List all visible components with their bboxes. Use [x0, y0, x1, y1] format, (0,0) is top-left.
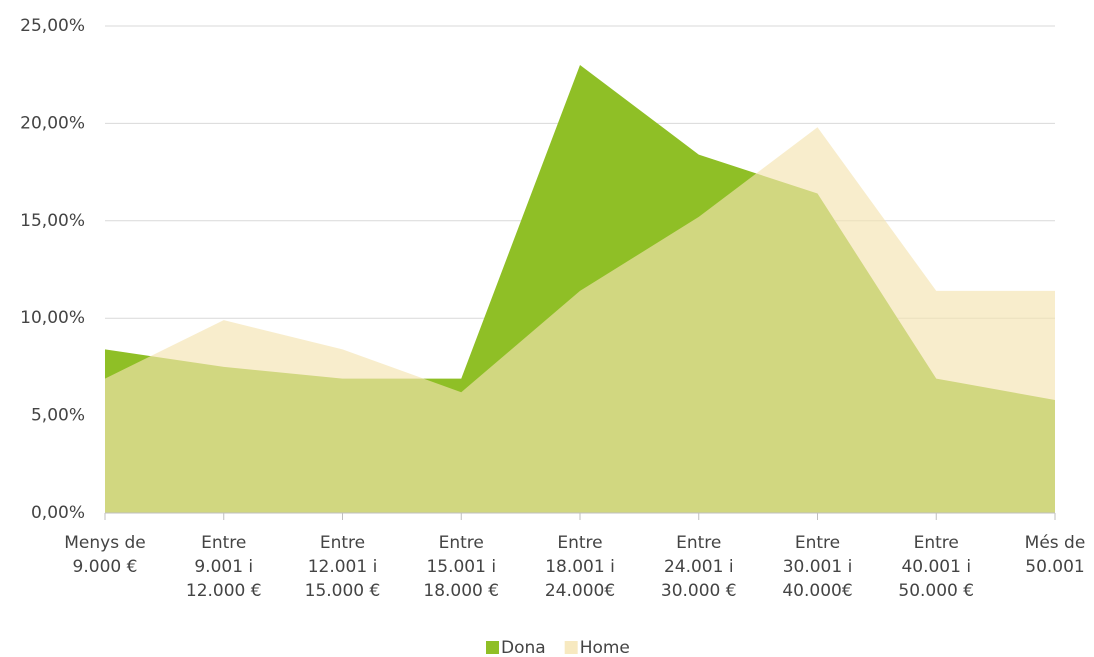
x-tick-label-line: 40.000€ — [782, 581, 852, 601]
x-tick-label: Entre 12.001 i 15.000 € — [305, 533, 381, 601]
x-tick-label: Més de 50.001 — [1025, 533, 1086, 577]
x-tick-label-line: Entre — [676, 533, 721, 553]
x-tick-label-line: 9.000 € — [73, 557, 138, 577]
x-tick-label: Entre 15.001 i 18.000 € — [423, 533, 499, 601]
x-tick-label-line: 50.001 — [1025, 557, 1084, 577]
x-tick-label-line: 9.001 i — [194, 557, 253, 577]
x-tick-label-line: Entre — [439, 533, 484, 553]
legend-swatch — [486, 641, 499, 654]
x-tick-label-line: 24.000€ — [545, 581, 615, 601]
y-tick-label: 10,00% — [20, 308, 85, 328]
x-tick-label-line: 50.000 € — [898, 581, 974, 601]
x-tick-label-line: 18.000 € — [423, 581, 499, 601]
x-tick-label-line: 30.000 € — [661, 581, 737, 601]
x-tick-label-line: Entre — [201, 533, 246, 553]
x-tick-label-line: Entre — [795, 533, 840, 553]
x-tick-label: Entre 9.001 i 12.000 € — [186, 533, 262, 601]
x-tick-label: Entre 30.001 i 40.000€ — [782, 533, 852, 601]
x-tick-label-line: Menys de — [64, 533, 145, 553]
y-tick-label: 20,00% — [20, 113, 85, 133]
x-tick-label-line: Entre — [914, 533, 959, 553]
x-tick-label: Entre 40.001 i 50.000 € — [898, 533, 974, 601]
area — [105, 127, 1055, 514]
x-tick-label: Menys de 9.000 € — [64, 533, 145, 577]
x-tick-label-line: 15.001 i — [426, 557, 496, 577]
x-tick-label-line: 30.001 i — [783, 557, 853, 577]
legend-swatch — [564, 641, 578, 654]
y-tick-label: 5,00% — [31, 406, 85, 426]
x-tick-label-line: Més de — [1025, 533, 1086, 553]
y-tick-label: 25,00% — [20, 16, 85, 36]
x-tick-label-line: 40.001 i — [901, 557, 971, 577]
y-tick-label: 15,00% — [20, 211, 85, 231]
legend-label: Dona — [501, 638, 546, 657]
x-tick-label: Entre 18.001 i 24.000€ — [545, 533, 615, 601]
x-tick-label-line: 18.001 i — [545, 557, 615, 577]
x-tick-label-line: Entre — [557, 533, 602, 553]
legend-label: Home — [580, 638, 630, 657]
x-tick-label-line: Entre — [320, 533, 365, 553]
x-tick-label-line: 24.001 i — [664, 557, 734, 577]
x-tick-label: Entre 24.001 i 30.000 € — [661, 533, 737, 601]
x-tick-label-line: 12.001 i — [308, 557, 378, 577]
x-tick-label-line: 12.000 € — [186, 581, 262, 601]
y-tick-label: 0,00% — [31, 503, 85, 523]
x-tick-label-line: 15.000 € — [305, 581, 381, 601]
